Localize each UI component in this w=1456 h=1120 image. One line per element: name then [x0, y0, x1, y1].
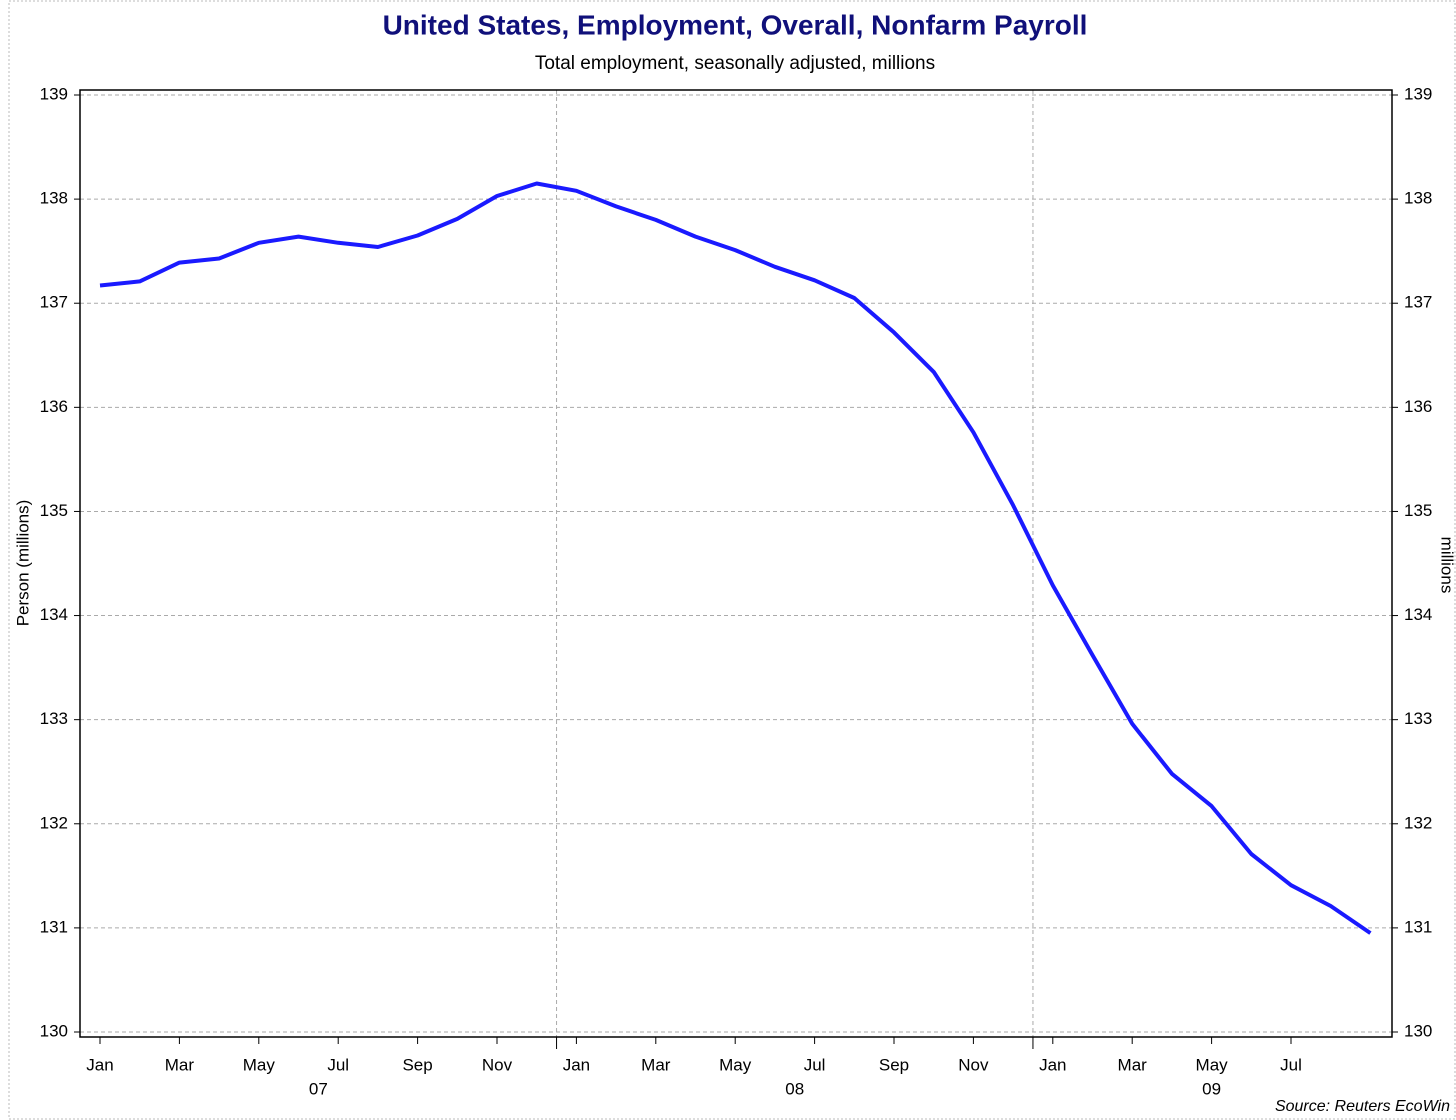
x-tick-label: Mar: [641, 1055, 671, 1074]
y-tick-label: 132: [40, 813, 68, 832]
frame: [8, 0, 1456, 1120]
y2-axis-label: millions: [1438, 537, 1456, 594]
y-tick-label: 136: [40, 397, 68, 416]
x-tick-label: Nov: [958, 1055, 989, 1074]
y-tick-label: 130: [40, 1021, 68, 1040]
x-tick-label: Sep: [879, 1055, 909, 1074]
x-tick-label: Mar: [1118, 1055, 1148, 1074]
y2-tick-label: 132: [1404, 813, 1432, 832]
y2-tick-label: 134: [1404, 605, 1432, 624]
y2-tick-label: 139: [1404, 84, 1432, 103]
x-tick-label: Jan: [1039, 1055, 1066, 1074]
x-tick-label: May: [243, 1055, 276, 1074]
y2-tick-label: 137: [1404, 293, 1432, 312]
y2-tick-label: 130: [1404, 1021, 1432, 1040]
year-label: 08: [785, 1079, 804, 1098]
y-tick-label: 138: [40, 189, 68, 208]
x-tick-label: May: [1196, 1055, 1229, 1074]
x-tick-label: Jan: [86, 1055, 113, 1074]
x-tick-label: Mar: [165, 1055, 195, 1074]
y2-tick-label: 138: [1404, 189, 1432, 208]
y-tick-label: 133: [40, 709, 68, 728]
y-tick-label: 137: [40, 293, 68, 312]
x-tick-label: Jul: [804, 1055, 826, 1074]
y2-tick-label: 136: [1404, 397, 1432, 416]
year-label: 09: [1202, 1079, 1221, 1098]
y2-tick-label: 133: [1404, 709, 1432, 728]
y-tick-label: 134: [40, 605, 68, 624]
y-axis-label: Person (millions): [13, 500, 32, 627]
y-tick-label: 139: [40, 84, 68, 103]
x-tick-label: Nov: [482, 1055, 513, 1074]
x-tick-label: Jul: [327, 1055, 349, 1074]
chart-title: United States, Employment, Overall, Nonf…: [383, 9, 1088, 40]
source: Source: Reuters EcoWin: [1275, 1098, 1450, 1115]
y-tick-label: 131: [40, 917, 68, 936]
x-tick-label: May: [719, 1055, 752, 1074]
y2-tick-label: 131: [1404, 917, 1432, 936]
plot-frame: [79, 89, 1393, 1038]
line: [99, 181, 1372, 935]
chart-subtitle: Total employment, seasonally adjusted, m…: [535, 53, 935, 74]
y-tick-label: 135: [40, 501, 68, 520]
year-label: 07: [309, 1079, 328, 1098]
x-tick-label: Jul: [1280, 1055, 1302, 1074]
x-tick-label: Jan: [563, 1055, 590, 1074]
x-tick-label: Sep: [402, 1055, 432, 1074]
y2-tick-label: 135: [1404, 501, 1432, 520]
